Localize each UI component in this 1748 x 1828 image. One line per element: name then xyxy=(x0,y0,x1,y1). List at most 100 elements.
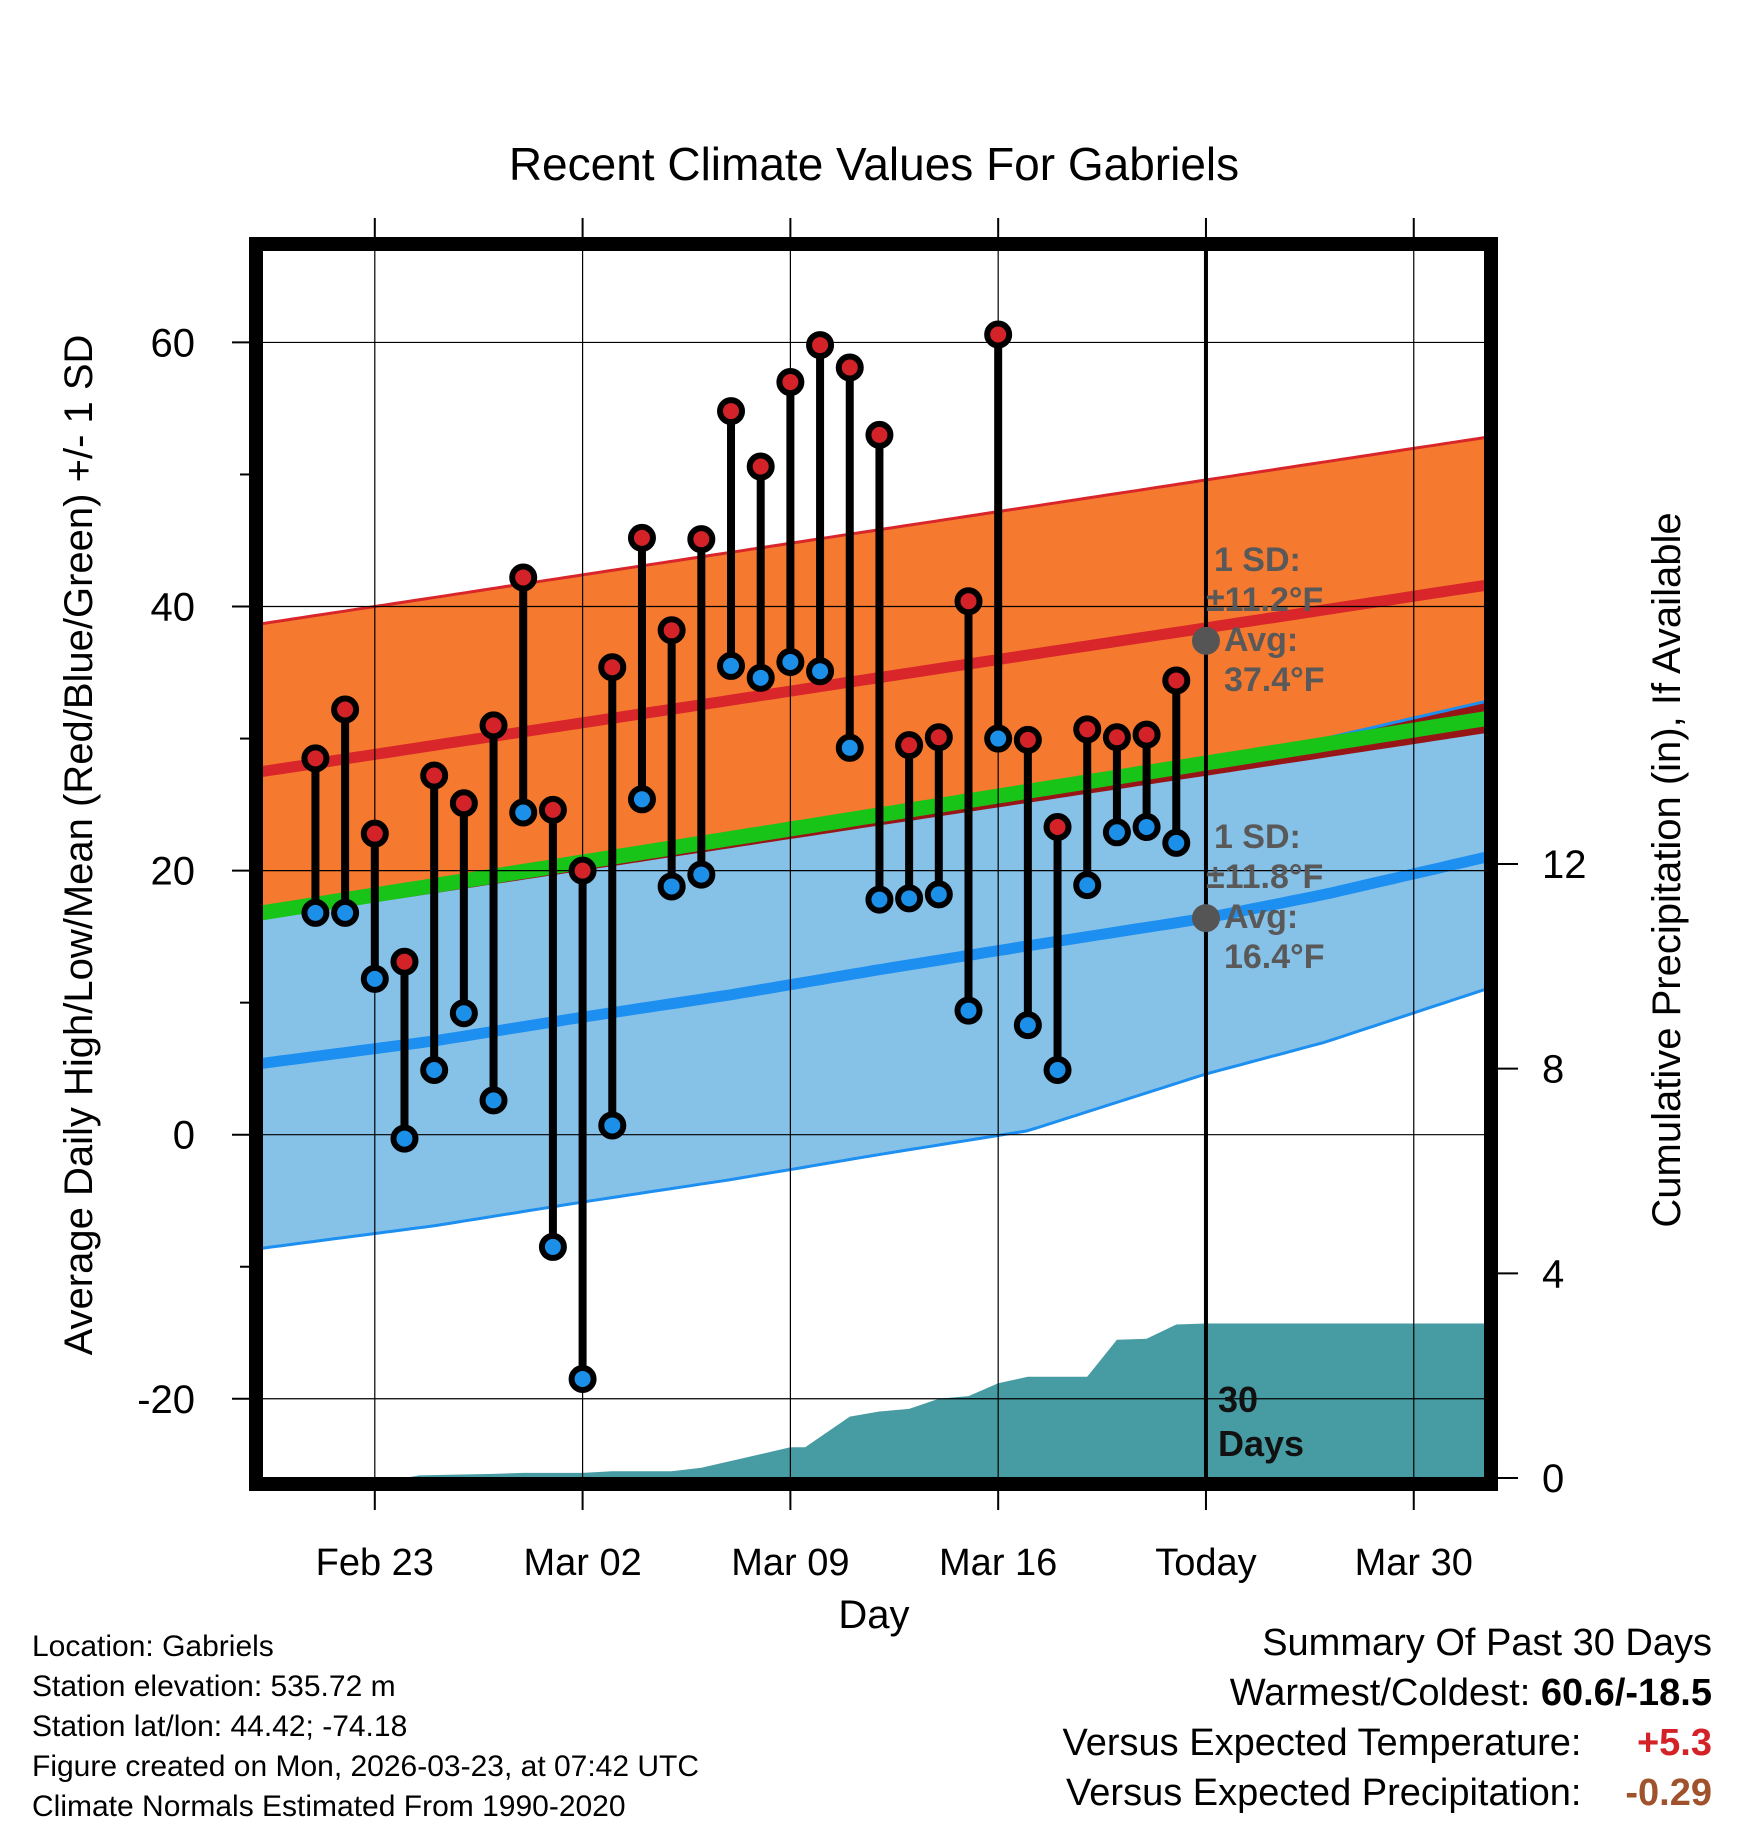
high-annotation-line: 37.4°F xyxy=(1224,661,1325,699)
y-tick-label-right: 12 xyxy=(1542,843,1587,887)
y-tick-label-left: 40 xyxy=(151,586,196,630)
daily-low-point xyxy=(776,647,805,676)
info-latlon: Station lat/lon: 44.42; -74.18 xyxy=(32,1710,408,1743)
daily-low-point xyxy=(746,663,775,692)
summary-warm-cold: Warmest/Coldest: 60.6/-18.5 xyxy=(1230,1672,1712,1715)
info-location: Location: Gabriels xyxy=(32,1630,274,1663)
average-low-line xyxy=(261,852,1487,1069)
high-average-marker xyxy=(1191,626,1220,655)
daily-low-point xyxy=(390,1124,419,1153)
average-high-line xyxy=(261,579,1486,778)
daily-high-point xyxy=(657,616,686,645)
daily-high-point xyxy=(360,819,389,848)
x-tick-label: Mar 30 xyxy=(1355,1542,1473,1584)
daily-low-point xyxy=(657,872,686,901)
low-annotation-line: Avg: xyxy=(1224,898,1298,936)
daily-high-point xyxy=(479,711,508,740)
days-label: 30 xyxy=(1218,1379,1258,1420)
daily-low-point xyxy=(1013,1011,1042,1040)
y-axis-label-right: Cumulative Precipitation (in), If Availa… xyxy=(1645,512,1689,1227)
low-annotation-line: 1 SD: xyxy=(1214,818,1301,856)
daily-low-point xyxy=(331,898,360,927)
daily-low-point xyxy=(301,898,330,927)
daily-high-point xyxy=(924,723,953,752)
x-tick-label: Mar 02 xyxy=(523,1542,641,1584)
daily-low-point xyxy=(479,1086,508,1115)
daily-high-point xyxy=(449,789,478,818)
daily-high-point xyxy=(1013,725,1042,754)
info-created: Figure created on Mon, 2026-03-23, at 07… xyxy=(32,1750,700,1783)
daily-low-point xyxy=(687,860,716,889)
daily-high-point xyxy=(390,947,419,976)
daily-low-point xyxy=(598,1111,627,1140)
daily-high-point xyxy=(865,420,894,449)
daily-high-point xyxy=(895,731,924,760)
daily-high-point xyxy=(746,452,775,481)
summary-title: Summary Of Past 30 Days xyxy=(1262,1622,1712,1664)
plot-frame xyxy=(249,237,1498,1491)
y-axis-label-left: Average Daily High/Low/Mean (Red/Blue/Gr… xyxy=(57,335,101,1356)
daily-high-point xyxy=(568,856,597,885)
daily-high-point xyxy=(954,587,983,616)
warm-cold-label: Warmest/Coldest: xyxy=(1229,1672,1531,1714)
warm-cold-value: 60.6/-18.5 xyxy=(1540,1672,1712,1714)
y-tick-label-right: 0 xyxy=(1542,1457,1564,1501)
x-axis-label: Day xyxy=(838,1593,909,1637)
temp-value: +5.3 xyxy=(1636,1722,1712,1764)
daily-high-point xyxy=(301,744,330,773)
daily-low-point xyxy=(509,798,538,827)
daily-low-point xyxy=(1073,871,1102,900)
high-upper-sd-line xyxy=(261,436,1486,626)
daily-low-point xyxy=(924,880,953,909)
daily-high-point xyxy=(776,368,805,397)
low-annotation-line: ±11.8°F xyxy=(1206,858,1323,896)
daily-low-point xyxy=(954,996,983,1025)
daily-low-point xyxy=(1132,813,1161,842)
daily-high-point xyxy=(1043,813,1072,842)
temp-label: Versus Expected Temperature: xyxy=(1062,1722,1582,1764)
x-tick-label: Feb 23 xyxy=(316,1542,434,1584)
y-tick-label-left: -20 xyxy=(137,1378,195,1422)
x-tick-label: Mar 09 xyxy=(731,1542,849,1584)
daily-high-point xyxy=(1162,666,1191,695)
precip-value: -0.29 xyxy=(1625,1772,1712,1814)
daily-high-point xyxy=(1102,723,1131,752)
daily-high-point xyxy=(717,397,746,426)
x-tick-label: Today xyxy=(1155,1542,1256,1584)
daily-low-point xyxy=(984,724,1013,753)
daily-high-point xyxy=(331,695,360,724)
y-tick-label-left: 0 xyxy=(173,1114,195,1158)
high-annotation-line: Avg: xyxy=(1224,621,1298,659)
low-annotation-line: 16.4°F xyxy=(1224,938,1325,976)
daily-high-point xyxy=(687,525,716,554)
precip-label: Versus Expected Precipitation: xyxy=(1066,1772,1582,1814)
daily-low-point xyxy=(1102,818,1131,847)
daily-high-point xyxy=(1073,715,1102,744)
chart-title: Recent Climate Values For Gabriels xyxy=(509,138,1239,190)
summary-temp: Versus Expected Temperature: +5.3 xyxy=(1063,1722,1712,1765)
daily-high-point xyxy=(1132,720,1161,749)
daily-high-point xyxy=(984,320,1013,349)
daily-low-point xyxy=(420,1055,449,1084)
high-annotation-line: ±11.2°F xyxy=(1206,581,1323,619)
daily-low-point xyxy=(835,733,864,762)
daily-high-point xyxy=(627,523,656,552)
daily-low-point xyxy=(568,1364,597,1393)
x-tick-label: Mar 16 xyxy=(939,1542,1057,1584)
daily-high-point xyxy=(835,353,864,382)
daily-low-point xyxy=(895,884,924,913)
info-normals: Climate Normals Estimated From 1990-2020 xyxy=(32,1790,626,1823)
y-tick-label-left: 20 xyxy=(151,850,196,894)
daily-low-point xyxy=(627,785,656,814)
y-tick-label-right: 8 xyxy=(1542,1048,1564,1092)
daily-low-point xyxy=(360,964,389,993)
precipitation-area xyxy=(262,1323,1485,1478)
low-average-marker xyxy=(1191,904,1220,933)
daily-low-point xyxy=(717,651,746,680)
days-label: Days xyxy=(1218,1423,1304,1464)
y-tick-label-left: 60 xyxy=(151,321,196,365)
daily-low-point xyxy=(1162,828,1191,857)
y-tick-label-right: 4 xyxy=(1542,1252,1564,1296)
high-annotation-line: 1 SD: xyxy=(1214,541,1301,579)
summary-precip: Versus Expected Precipitation: -0.29 xyxy=(1066,1772,1712,1815)
